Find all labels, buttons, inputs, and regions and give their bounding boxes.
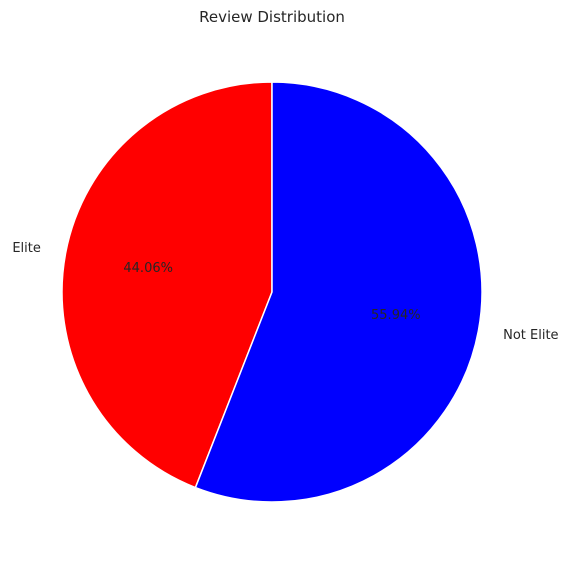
pie-slice-elite: [61, 81, 273, 489]
pie-slices: [61, 81, 483, 503]
slice-label-elite: Elite: [12, 241, 41, 256]
slice-label-not-elite: Not Elite: [503, 328, 558, 343]
pie-labels: Elite 44.06% Not Elite 55.94%: [12, 241, 558, 343]
slice-percent-elite: 44.06%: [123, 261, 173, 276]
slice-percent-not-elite: 55.94%: [371, 308, 421, 323]
pie-slice-not-elite: [194, 81, 483, 503]
chart-title: Review Distribution: [199, 8, 345, 26]
